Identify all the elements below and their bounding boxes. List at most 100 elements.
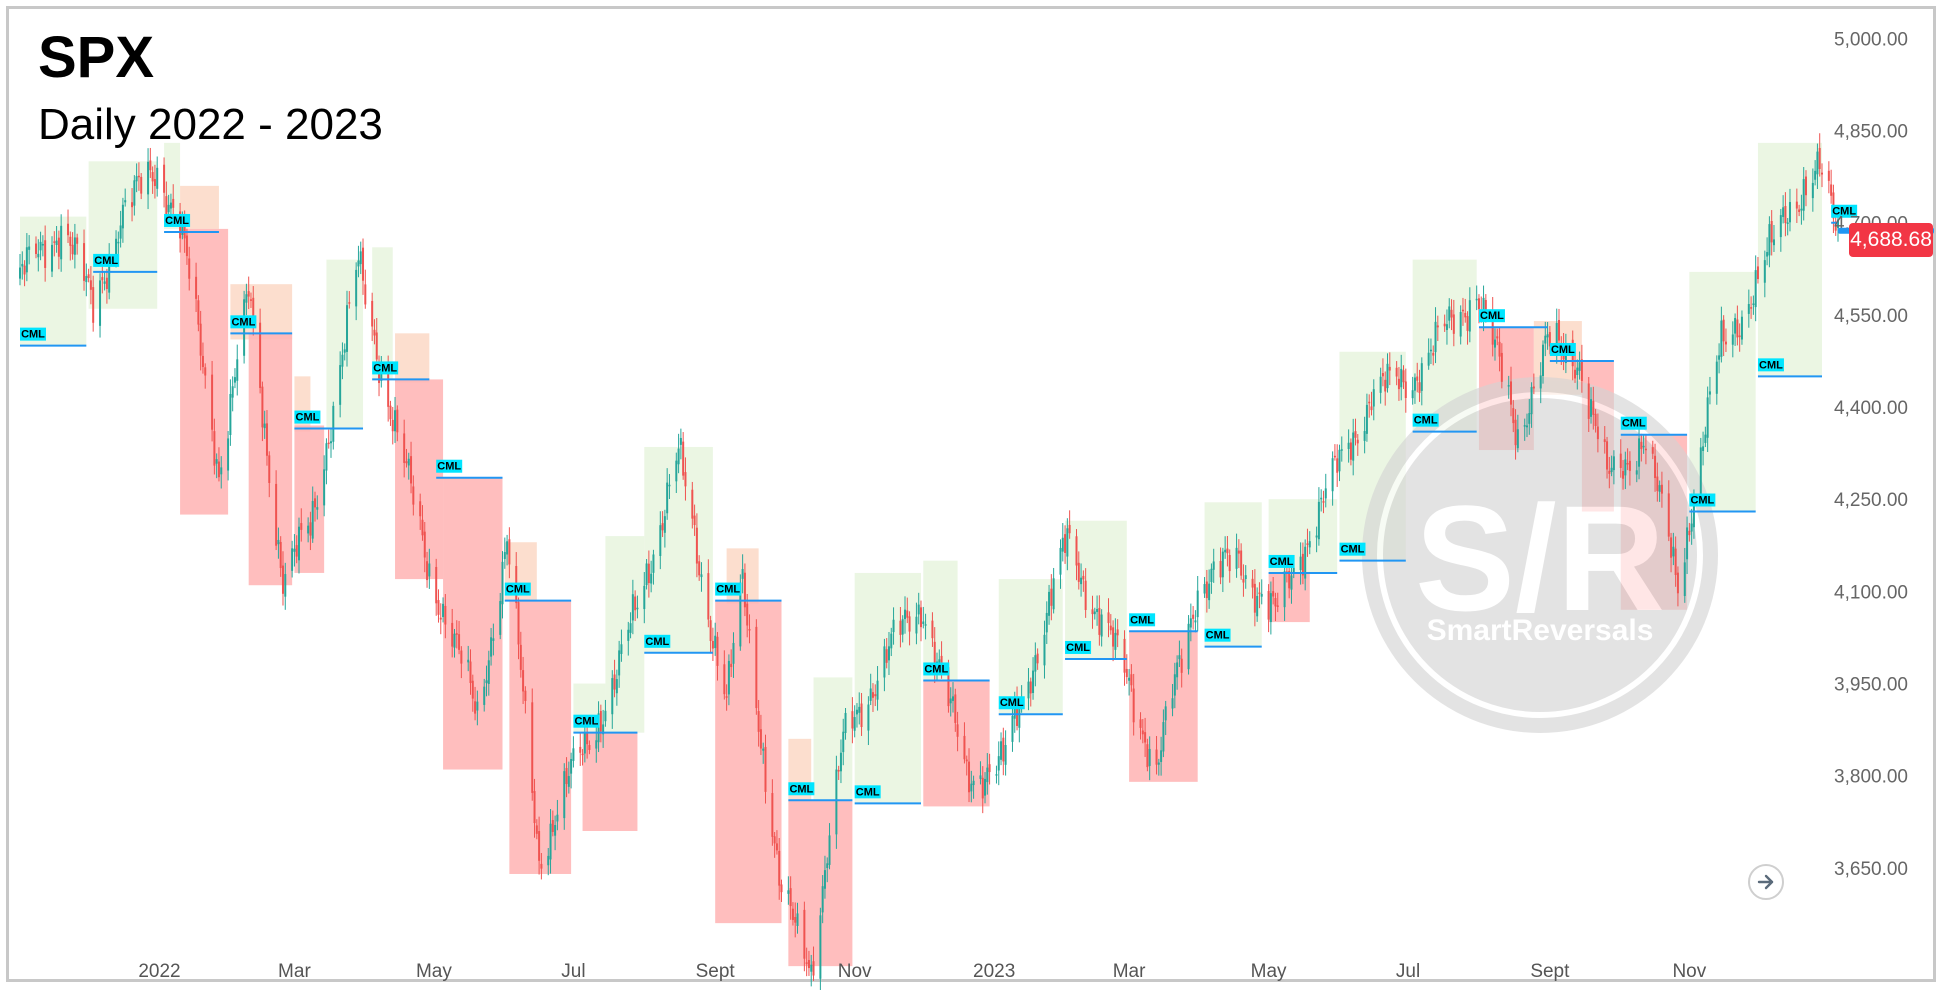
candle-body (1708, 391, 1711, 395)
candle-body (917, 604, 920, 615)
candle-body (1699, 447, 1702, 496)
candle-body (373, 329, 376, 336)
candle-body (1292, 567, 1295, 574)
candle-body (1514, 419, 1517, 446)
candle-body (396, 409, 399, 433)
candle-body (1770, 220, 1773, 243)
candle-body (309, 522, 312, 536)
candle-body (1084, 580, 1087, 610)
candle-body (1283, 571, 1286, 608)
candle-body (1418, 382, 1421, 393)
zone-bear-6 (248, 333, 293, 586)
candle-body (1587, 383, 1590, 419)
candle-body (259, 322, 262, 388)
candle-body (1674, 548, 1677, 575)
candle-body (627, 629, 630, 641)
candle-body (119, 225, 122, 239)
candle-body (453, 633, 456, 648)
candle-body (794, 916, 797, 923)
cml-tag-label: CML (165, 215, 189, 227)
cml-tag-label: CML (1000, 697, 1024, 709)
candle-body (915, 616, 918, 634)
candle-body (1683, 562, 1686, 597)
candle-body (1676, 572, 1679, 594)
x-tick-label: May (416, 961, 452, 982)
zone-bear-21 (715, 600, 782, 924)
candle-body (1370, 406, 1373, 411)
candle-body (1299, 556, 1302, 571)
candle-body (460, 650, 463, 664)
candle-body (1532, 386, 1535, 389)
candle-body (1196, 590, 1199, 618)
candle-body (1736, 319, 1739, 338)
candle-body (695, 527, 698, 564)
candle-body (1640, 441, 1643, 450)
cml-tag-label: CML (1130, 614, 1154, 626)
candle-body (362, 247, 365, 281)
candle-body (567, 776, 570, 787)
candle-body (773, 836, 776, 844)
candle-body (819, 915, 822, 979)
candle-body (903, 609, 906, 620)
candle-body (503, 552, 506, 559)
candle-body (67, 223, 70, 236)
candle-body (153, 179, 156, 187)
candle-body (1740, 316, 1743, 340)
candle-body (599, 710, 602, 732)
candle-body (394, 410, 397, 432)
candle-body (28, 246, 31, 250)
candle-body (1443, 323, 1446, 327)
candle-body (1322, 501, 1325, 503)
candle-body (341, 354, 344, 367)
candle-body (1139, 719, 1142, 728)
candle-body (1448, 306, 1451, 321)
candle-body (643, 585, 646, 610)
cml-tag-label: CML (1690, 495, 1714, 507)
candle-body (1692, 498, 1695, 528)
candle-body (1032, 670, 1035, 693)
candle-body (1258, 592, 1261, 595)
candle-body (437, 600, 440, 615)
candle-body (1093, 611, 1096, 615)
candle-body (1702, 446, 1705, 451)
candle-body (1155, 749, 1158, 765)
candle-body (661, 523, 664, 531)
zone-bear-4 (180, 228, 229, 515)
candle-body (563, 771, 566, 819)
candle-body (807, 960, 810, 969)
candle-body (1352, 432, 1355, 461)
candle-body (245, 294, 248, 303)
scroll-right-button[interactable] (1748, 864, 1784, 900)
candle-body (19, 267, 21, 279)
candle-body (1171, 698, 1174, 709)
candle-body (1116, 629, 1119, 636)
candle-body (899, 620, 902, 635)
candle-body (428, 563, 431, 577)
candle-body (1260, 593, 1263, 597)
candle-body (803, 909, 806, 959)
candle-body (1045, 612, 1048, 633)
cml-tag (20, 327, 46, 341)
zone-bull-24 (813, 677, 853, 801)
candle-body (275, 483, 278, 546)
cml-tag (1478, 309, 1505, 323)
candle-body (69, 236, 72, 246)
candle-body (1013, 703, 1016, 719)
candle-body (570, 758, 573, 774)
chart-frame (6, 6, 1936, 982)
candle-body (839, 752, 842, 772)
candle-body (1814, 170, 1817, 180)
cml-tag-label: CML (1551, 344, 1575, 356)
zone-bear-30 (1129, 631, 1198, 782)
candle-body (1658, 485, 1661, 492)
candle-body (805, 962, 808, 964)
candle-body (1427, 352, 1430, 366)
candle-body (487, 660, 490, 684)
candle-body (636, 607, 639, 610)
candle-body (1592, 400, 1595, 415)
candle-body (732, 642, 735, 664)
x-tick-label: Nov (838, 961, 872, 982)
candle-body (247, 291, 250, 297)
candle-body (1397, 378, 1400, 390)
